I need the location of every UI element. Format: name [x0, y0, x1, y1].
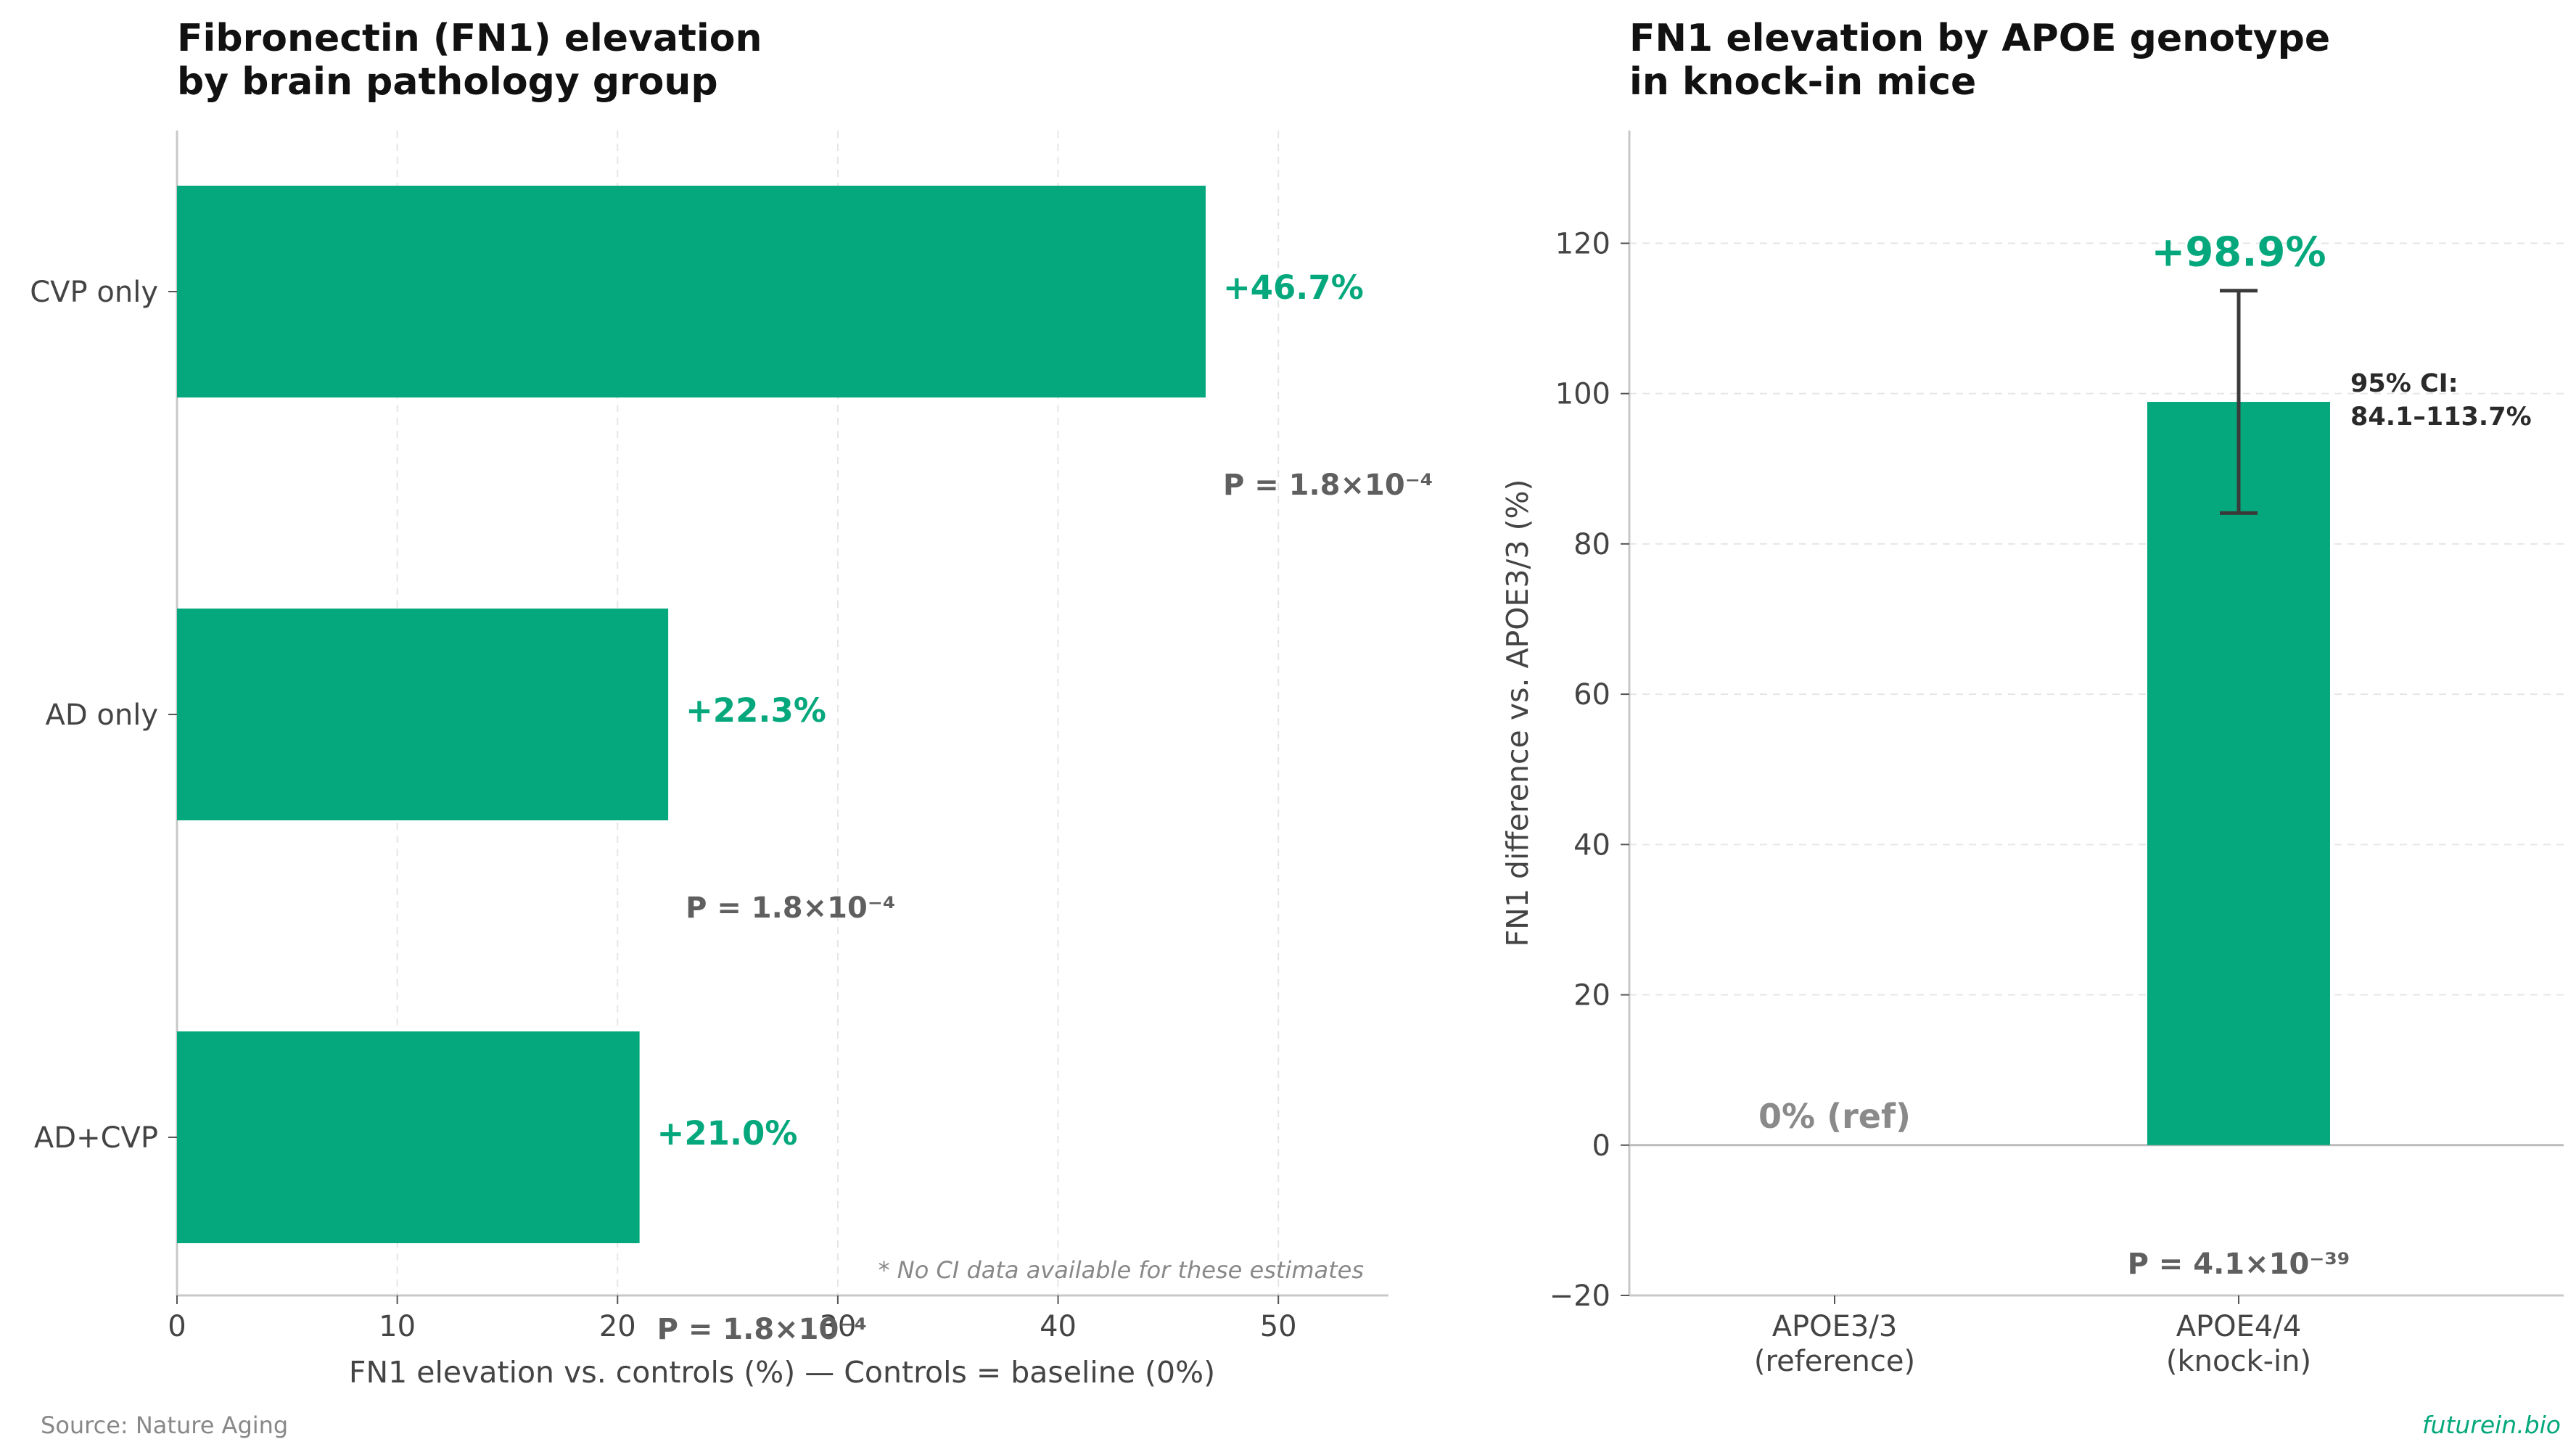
reference-label: 0% (ref)	[1758, 1097, 1911, 1136]
bar-cvp-only	[177, 186, 1206, 397]
bar-ad-only	[177, 609, 669, 820]
p-value-label: P = 4.1×10⁻³⁹	[2128, 1248, 2350, 1281]
y-tick-label-2: 20	[1573, 979, 1610, 1013]
brand-label: futurein.bio	[2422, 1411, 2561, 1439]
x-tick-label-1-line-1: APOE4/4	[2176, 1310, 2302, 1343]
ci-label-line-2: 84.1–113.7%	[2350, 403, 2532, 432]
value-label-0: +46.7%	[1223, 268, 1364, 307]
y-tick-label-2: AD+CVP	[34, 1121, 158, 1155]
right-chart-title-line-1: FN1 elevation by APOE genotype	[1629, 17, 2330, 60]
x-tick-label-0-line-2: (reference)	[1754, 1345, 1915, 1378]
x-tick-label-0-line-1: APOE3/3	[1772, 1310, 1898, 1343]
value-label-apoe4: +98.9%	[2151, 229, 2326, 276]
y-tick-label-0: CVP only	[30, 276, 158, 309]
p-value-label-2: P = 1.8×10⁻⁴	[657, 1313, 867, 1346]
x-tick-label-1: 10	[379, 1310, 416, 1343]
y-tick-label-1: AD only	[46, 698, 159, 732]
y-tick-label-7: 120	[1555, 227, 1610, 260]
x-tick-label-5: 50	[1260, 1310, 1297, 1343]
source-note: Source: Nature Aging	[41, 1411, 288, 1439]
y-tick-label-6: 100	[1555, 378, 1610, 411]
y-axis-title: FN1 difference vs. APOE3/3 (%)	[1500, 479, 1535, 947]
right-chart-title-line-2: in knock-in mice	[1629, 60, 1976, 104]
x-tick-label-0: 0	[168, 1310, 186, 1343]
value-label-1: +22.3%	[686, 691, 826, 730]
p-value-label-1: P = 1.8×10⁻⁴	[686, 891, 895, 925]
y-tick-label-4: 60	[1573, 678, 1610, 712]
y-tick-label-0: −20	[1550, 1279, 1610, 1313]
no-ci-note: * No CI data available for these estimat…	[878, 1256, 1364, 1284]
y-tick-label-5: 80	[1573, 528, 1610, 561]
x-axis-title: FN1 elevation vs. controls (%) — Control…	[349, 1355, 1215, 1390]
bar-ad-cvp	[177, 1031, 640, 1243]
x-tick-label-3: 30	[819, 1310, 856, 1343]
x-tick-label-1-line-2: (knock-in)	[2166, 1345, 2311, 1378]
y-tick-label-3: 40	[1573, 828, 1610, 862]
value-label-2: +21.0%	[657, 1114, 798, 1153]
left-chart-title-line-2: by brain pathology group	[177, 60, 718, 104]
y-tick-label-1: 0	[1592, 1129, 1610, 1163]
ci-label-line-1: 95% CI:	[2350, 369, 2458, 398]
p-value-label-0: P = 1.8×10⁻⁴	[1223, 469, 1433, 502]
bar-apoe4-4	[2147, 402, 2330, 1145]
x-tick-label-2: 20	[599, 1310, 636, 1343]
left-chart-title-line-1: Fibronectin (FN1) elevation	[177, 17, 762, 60]
x-tick-label-4: 40	[1040, 1310, 1077, 1343]
